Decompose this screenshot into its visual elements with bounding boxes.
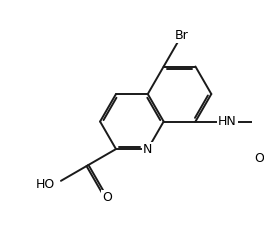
Text: Br: Br [175,29,189,42]
Text: N: N [143,143,152,156]
Text: O: O [102,191,112,204]
Text: HN: HN [218,115,237,128]
Text: O: O [254,152,264,165]
Text: HO: HO [36,178,55,191]
